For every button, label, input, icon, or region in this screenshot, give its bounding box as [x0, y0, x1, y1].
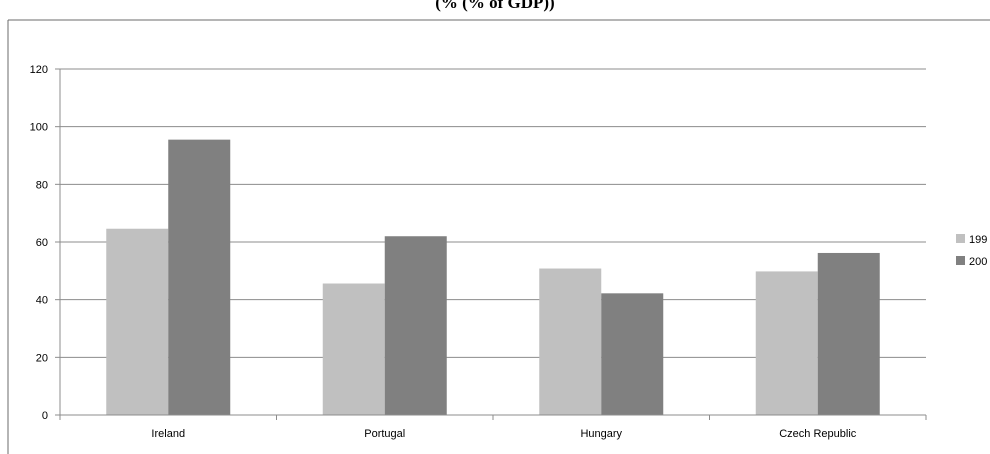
- legend-swatch: [956, 256, 965, 265]
- y-tick-label: 60: [36, 237, 48, 249]
- x-category-label: Hungary: [580, 428, 622, 440]
- y-tick-label: 20: [36, 352, 48, 364]
- y-tick-label: 0: [42, 410, 48, 422]
- legend-label: 200: [969, 256, 987, 268]
- bar-199-hungary: [539, 268, 602, 415]
- legend-label: 199: [969, 234, 987, 246]
- y-axis-ticks: 0 20 40 60 80 100 120: [30, 64, 60, 422]
- axes: [59, 69, 927, 420]
- legend: 199 200: [956, 234, 987, 268]
- legend-swatch: [956, 234, 965, 243]
- y-tick-label: 40: [36, 295, 48, 307]
- chart-title: (% (% of GDP)): [435, 0, 554, 12]
- y-tick-label: 100: [30, 122, 48, 134]
- x-category-label: Portugal: [364, 428, 405, 440]
- bar-199-czech-republic: [755, 271, 818, 415]
- x-category-label: Czech Republic: [779, 428, 857, 440]
- bar-200-hungary: [601, 293, 664, 415]
- x-axis-categories: Ireland Portugal Hungary Czech Republic: [151, 428, 856, 440]
- y-tick-label: 120: [30, 64, 48, 76]
- bar-199-ireland: [106, 228, 169, 415]
- y-tick-label: 80: [36, 179, 48, 191]
- bar-200-portugal: [384, 236, 447, 415]
- x-category-label: Ireland: [151, 428, 185, 440]
- bar-200-czech-republic: [817, 252, 880, 415]
- bars: [106, 139, 880, 415]
- bar-199-portugal: [322, 283, 385, 415]
- bar-200-ireland: [168, 139, 231, 415]
